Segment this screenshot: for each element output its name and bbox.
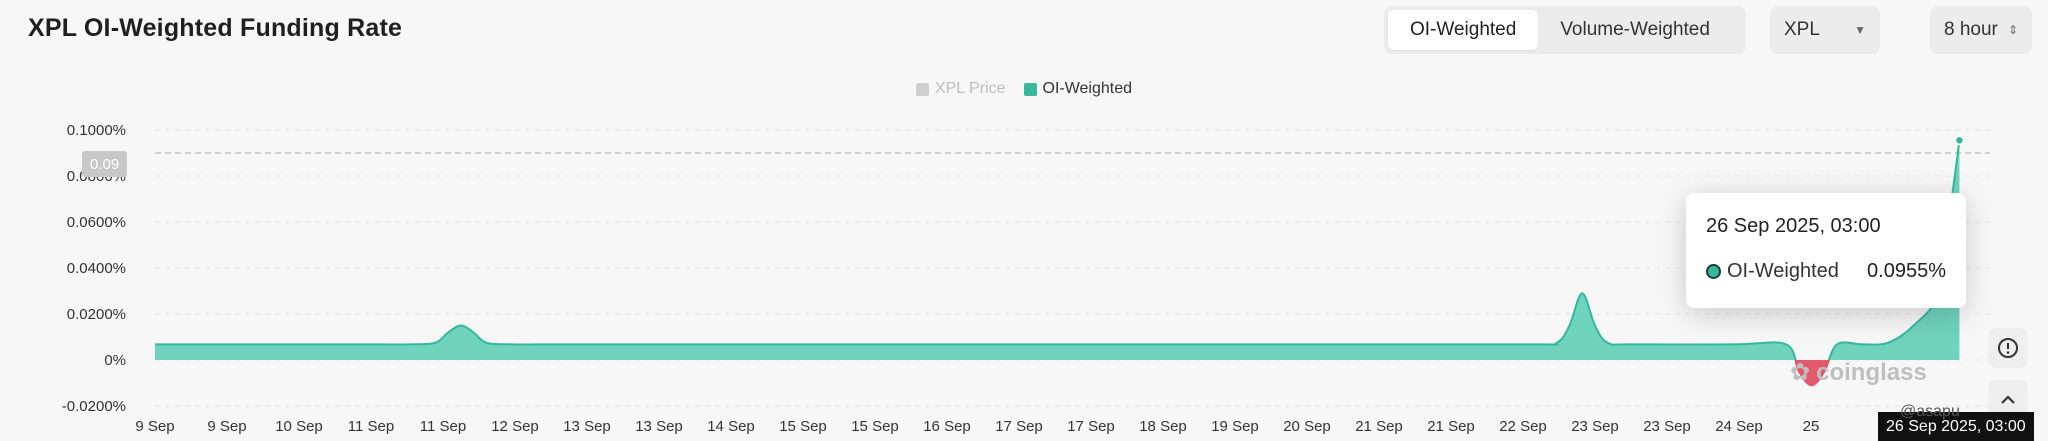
y-tick-label: 0.1000%: [67, 122, 126, 139]
x-tick-label: 15 Sep: [851, 418, 899, 435]
x-tick-label: 12 Sep: [491, 418, 539, 435]
chevron-up-icon: [2001, 395, 2015, 404]
x-tick-label: 18 Sep: [1139, 418, 1187, 435]
x-tick-label: 16 Sep: [923, 418, 971, 435]
data-point: [1954, 135, 1965, 146]
x-tick-label: 23 Sep: [1643, 418, 1691, 435]
legend-label-oi-weighted: OI-Weighted: [1042, 80, 1133, 97]
symbol-select-value: XPL: [1784, 19, 1820, 40]
x-tick-label: 25: [1803, 418, 1820, 435]
y-tick-label: 0.0400%: [67, 260, 126, 277]
interval-select[interactable]: 8 hour ⇕: [1930, 6, 2032, 54]
symbol-select[interactable]: XPL ▼: [1770, 6, 1880, 54]
legend-item-oi-weighted[interactable]: OI-Weighted: [1023, 80, 1133, 98]
legend-swatch-oi-weighted: [1023, 82, 1037, 96]
x-tick-label: 15 Sep: [779, 418, 827, 435]
x-tick-label: 17 Sep: [1067, 418, 1115, 435]
tooltip-row: OI-Weighted 0.0955%: [1706, 260, 1946, 283]
x-tick-label: 24 Sep: [1715, 418, 1763, 435]
legend-swatch-price: [915, 82, 929, 96]
chart-tooltip: 26 Sep 2025, 03:00 OI-Weighted 0.0955%: [1686, 193, 1966, 308]
x-tick-label: 11 Sep: [348, 418, 394, 435]
tooltip-series-value: 0.0955%: [1867, 260, 1946, 282]
y-tick-label: 0%: [104, 352, 126, 369]
y-tick-label: 0.0600%: [67, 214, 126, 231]
weighting-toggle: OI-Weighted Volume-Weighted: [1384, 6, 1746, 54]
x-tick-label: 19 Sep: [1211, 418, 1259, 435]
x-tick-label: 21 Sep: [1355, 418, 1403, 435]
x-tick-label: 13 Sep: [635, 418, 683, 435]
crosshair-x-label: 26 Sep 2025, 03:00: [1878, 412, 2034, 441]
chevron-updown-icon: ⇕: [2007, 23, 2018, 37]
tooltip-series-name: OI-Weighted: [1727, 260, 1839, 282]
x-tick-label: 23 Sep: [1571, 418, 1619, 435]
series-line-positive: [154, 140, 1961, 360]
x-tick-label: 11 Sep: [420, 418, 466, 435]
alert-clock-icon: [1998, 338, 2018, 358]
watermark: ✿ coinglass: [1790, 358, 1927, 387]
alert-button[interactable]: [1988, 328, 2028, 368]
x-tick-label: 9 Sep: [135, 418, 174, 435]
tooltip-title: 26 Sep 2025, 03:00: [1706, 215, 1881, 237]
x-tick-label: 17 Sep: [995, 418, 1043, 435]
legend-item-price[interactable]: XPL Price: [915, 80, 1006, 98]
legend-label-price: XPL Price: [934, 80, 1006, 97]
credit-text: @asapu: [1900, 403, 1960, 420]
chart-legend: XPL Price OI-Weighted: [0, 80, 2048, 98]
y-tick-label: 0.0200%: [67, 306, 126, 323]
x-tick-label: 22 Sep: [1499, 418, 1547, 435]
tooltip-series-dot: [1706, 264, 1721, 279]
tab-volume-weighted[interactable]: Volume-Weighted: [1560, 19, 1710, 40]
coinglass-logo-icon: ✿: [1790, 359, 1811, 386]
tab-oi-weighted[interactable]: OI-Weighted: [1388, 10, 1539, 50]
x-tick-label: 10 Sep: [275, 418, 323, 435]
x-tick-label: 13 Sep: [563, 418, 611, 435]
caret-down-icon: ▼: [1854, 23, 1866, 37]
x-tick-label: 14 Sep: [707, 418, 755, 435]
page-title: XPL OI-Weighted Funding Rate: [28, 14, 403, 42]
y-tick-label: -0.0200%: [62, 398, 126, 415]
x-tick-label: 21 Sep: [1427, 418, 1475, 435]
x-tick-label: 20 Sep: [1283, 418, 1331, 435]
watermark-text: coinglass: [1816, 358, 1927, 386]
x-tick-label: 9 Sep: [207, 418, 246, 435]
interval-select-value: 8 hour: [1944, 19, 1998, 40]
crosshair-y-label: 0.09: [82, 151, 128, 177]
